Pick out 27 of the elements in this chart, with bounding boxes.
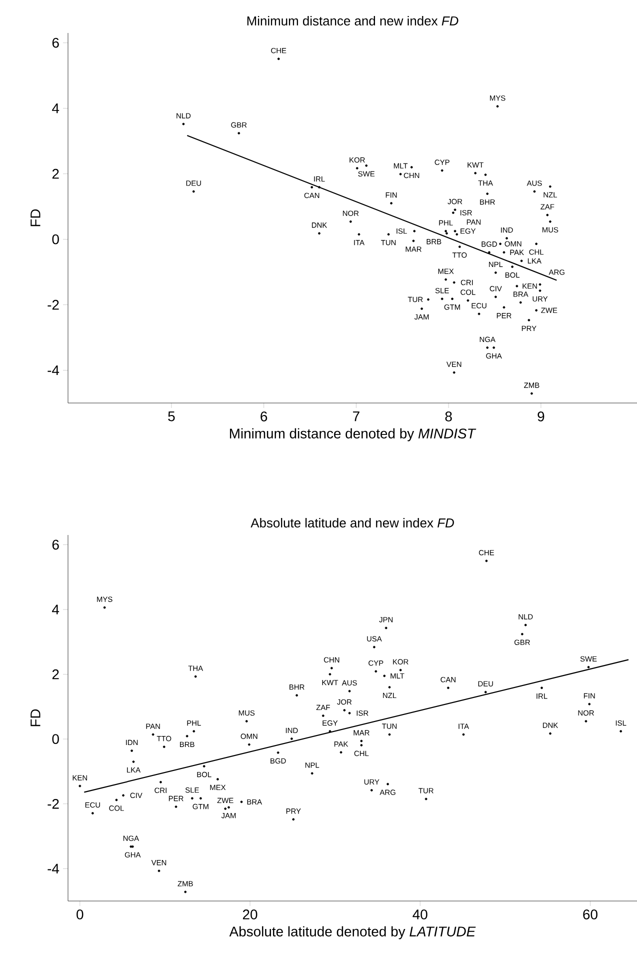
y-tick-label: 6 <box>52 540 59 550</box>
y-tick-label: 0 <box>52 234 59 244</box>
x-axis-title: Absolute latitude denoted by LATITUDE <box>229 926 476 940</box>
y-tick-label: 2 <box>52 168 59 179</box>
y-tick-label: -2 <box>48 798 59 809</box>
x-tick-label: 8 <box>445 412 452 422</box>
x-tick-label: 9 <box>538 412 544 422</box>
x-tick-label: 60 <box>583 910 598 920</box>
y-tick-label: -4 <box>48 365 60 376</box>
x-axis-title: Minimum distance denoted by MINDIST <box>230 428 476 442</box>
chart-title: Minimum distance and new index FD <box>247 16 458 26</box>
x-tick-label: 0 <box>76 910 84 920</box>
x-tick-label: 5 <box>168 412 175 422</box>
y-tick-label: -4 <box>48 864 60 874</box>
y-tick-label: 0 <box>52 734 59 744</box>
y-tick-label: 4 <box>52 104 60 114</box>
y-tick-label: 6 <box>52 38 59 48</box>
y-axis-title: FD <box>30 709 40 726</box>
y-axis-title: FD <box>30 209 40 226</box>
y-tick-label: 4 <box>52 604 60 614</box>
y-tick-label: 2 <box>52 669 59 680</box>
x-tick-label: 7 <box>353 412 360 422</box>
chart-title: Absolute latitude and new index FD <box>250 518 454 528</box>
x-tick-label: 40 <box>412 910 428 920</box>
x-tick-label: 6 <box>260 412 268 422</box>
x-tick-label: 20 <box>242 910 258 920</box>
y-tick-label: -2 <box>48 300 59 310</box>
